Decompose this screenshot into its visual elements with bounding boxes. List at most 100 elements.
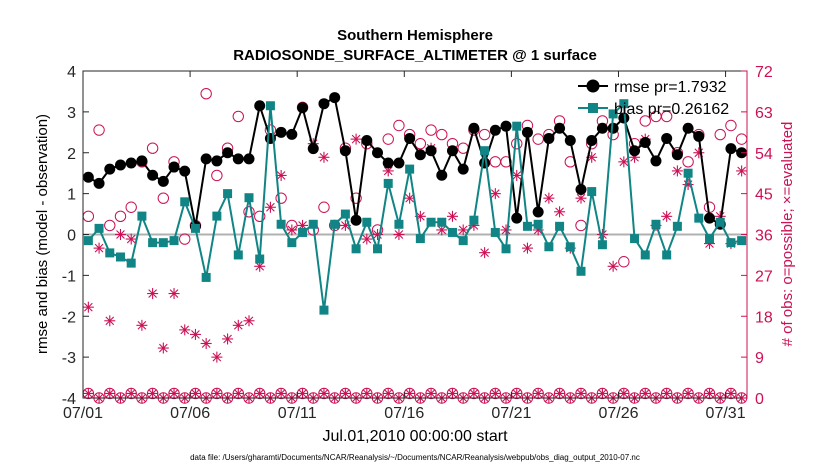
obs-evaluated-point-stroke-3 bbox=[405, 193, 414, 203]
obs-evaluated-point bbox=[500, 224, 512, 236]
obs-evaluated-point-stroke-3 bbox=[84, 302, 93, 312]
bias-point bbox=[630, 234, 640, 244]
obs-evaluated-point-stroke-3 bbox=[148, 289, 157, 298]
chart-title: Southern Hemisphere bbox=[337, 27, 493, 44]
rmse-point bbox=[82, 171, 94, 183]
obs-evaluated-point bbox=[318, 151, 330, 163]
obs-evaluated-bottom-point-stroke-3 bbox=[598, 389, 607, 398]
obs-evaluated-point bbox=[361, 233, 373, 245]
legend-rmse-marker bbox=[586, 79, 600, 93]
obs-evaluated-point-stroke-3 bbox=[608, 261, 618, 271]
bias-point bbox=[640, 250, 650, 260]
rmse-point bbox=[500, 120, 512, 132]
obs-evaluated-bottom-point-stroke-3 bbox=[705, 389, 714, 398]
obs-evaluated-point bbox=[350, 133, 362, 145]
y-tick-label: 0 bbox=[67, 228, 76, 245]
y2-tick-label: 18 bbox=[755, 309, 773, 326]
obs-possible-point bbox=[179, 233, 191, 245]
obs-evaluated-point bbox=[286, 224, 298, 236]
bias-point bbox=[212, 211, 222, 221]
rmse-point bbox=[543, 132, 555, 144]
rmse-point bbox=[307, 143, 319, 155]
bias-point bbox=[308, 219, 318, 229]
obs-possible-point bbox=[714, 128, 726, 141]
obs-evaluated-point-stroke-3 bbox=[276, 171, 286, 180]
obs-possible-point bbox=[532, 133, 544, 145]
bias-point bbox=[458, 236, 468, 246]
obs-evaluated-bottom-point bbox=[382, 387, 394, 399]
obs-evaluated-bottom-point-stroke-3 bbox=[298, 389, 307, 398]
obs-evaluated-point-stroke-3 bbox=[180, 325, 190, 335]
obs-evaluated-bottom-point bbox=[318, 387, 330, 399]
obs-evaluated-point-stroke-3 bbox=[437, 225, 447, 235]
obs-evaluated-point bbox=[554, 206, 566, 218]
obs-possible-point bbox=[382, 133, 394, 145]
obs-evaluated-point bbox=[404, 192, 416, 204]
obs-evaluated-bottom-point-stroke-3 bbox=[469, 389, 479, 398]
rmse-point bbox=[329, 92, 341, 104]
obs-evaluated-point bbox=[436, 224, 448, 236]
legend-rmse-label: rmse pr=1.7932 bbox=[614, 79, 727, 96]
obs-evaluated-bottom-point bbox=[168, 387, 180, 399]
obs-possible-point bbox=[436, 128, 448, 141]
legend-bias-marker bbox=[588, 103, 598, 113]
bias-point bbox=[555, 221, 565, 231]
obs-evaluated-point-stroke-3 bbox=[490, 189, 500, 198]
obs-evaluated-bottom-point-stroke-3 bbox=[533, 389, 543, 398]
obs-possible-point bbox=[511, 137, 523, 150]
x-tick-label: 07/31 bbox=[706, 405, 746, 422]
obs-evaluated-point bbox=[114, 229, 126, 240]
obs-evaluated-point-stroke-3 bbox=[223, 334, 232, 344]
obs-possible-point bbox=[350, 192, 362, 204]
rmse-point bbox=[511, 212, 523, 224]
obs-evaluated-bottom-point bbox=[511, 387, 523, 399]
y-tick-label: 3 bbox=[67, 105, 76, 122]
obs-evaluated-bottom-point bbox=[104, 387, 116, 399]
obs-possible-point bbox=[93, 124, 105, 136]
bias-point bbox=[137, 211, 147, 221]
rmse-point bbox=[532, 206, 544, 218]
obs-evaluated-bottom-point bbox=[232, 387, 244, 399]
bias-point bbox=[533, 219, 543, 229]
rmse-point bbox=[682, 122, 694, 134]
obs-possible-point bbox=[232, 110, 244, 123]
obs-possible-point bbox=[200, 88, 212, 100]
obs-evaluated-point bbox=[93, 242, 105, 254]
obs-evaluated-bottom-point-stroke-3 bbox=[84, 389, 93, 398]
obs-evaluated-point bbox=[232, 319, 244, 331]
bias-point bbox=[394, 219, 404, 229]
rmse-point bbox=[650, 155, 662, 167]
obs-evaluated-point-stroke-3 bbox=[662, 211, 672, 221]
obs-evaluated-point-stroke-3 bbox=[191, 330, 200, 339]
obs-evaluated-bottom-point bbox=[704, 387, 716, 399]
rmse-point bbox=[232, 153, 244, 165]
obs-possible-point bbox=[157, 192, 170, 204]
obs-evaluated-bottom-point-stroke-3 bbox=[148, 389, 157, 398]
bias-point bbox=[490, 227, 500, 237]
plot-area bbox=[82, 70, 748, 404]
rmse-point bbox=[629, 145, 641, 157]
obs-possible-point bbox=[125, 201, 137, 213]
obs-evaluated-point bbox=[243, 315, 255, 327]
rmse-point bbox=[554, 122, 566, 134]
bias-point bbox=[190, 223, 200, 233]
rmse-point bbox=[339, 145, 351, 157]
obs-evaluated-point bbox=[211, 351, 223, 363]
y-tick-label: 4 bbox=[67, 64, 76, 81]
bias-point bbox=[683, 168, 693, 178]
obs-evaluated-point-stroke-3 bbox=[576, 193, 586, 203]
obs-evaluated-point-stroke-3 bbox=[523, 243, 532, 253]
rmse-point bbox=[607, 122, 619, 134]
y2-tick-label: 27 bbox=[755, 268, 773, 285]
x-axis-label: Jul.01,2010 00:00:00 start bbox=[322, 428, 508, 445]
obs-evaluated-point-stroke-3 bbox=[351, 134, 361, 144]
bias-point bbox=[105, 248, 115, 258]
rmse-point bbox=[575, 184, 587, 196]
rmse-point bbox=[618, 112, 630, 124]
bias-point bbox=[737, 236, 747, 246]
obs-evaluated-point-stroke-3 bbox=[105, 316, 115, 326]
bias-point bbox=[651, 219, 661, 229]
obs-evaluated-bottom-point-stroke-3 bbox=[619, 389, 629, 398]
obs-evaluated-point-stroke-3 bbox=[287, 225, 297, 235]
obs-evaluated-bottom-point-stroke-3 bbox=[640, 389, 650, 398]
